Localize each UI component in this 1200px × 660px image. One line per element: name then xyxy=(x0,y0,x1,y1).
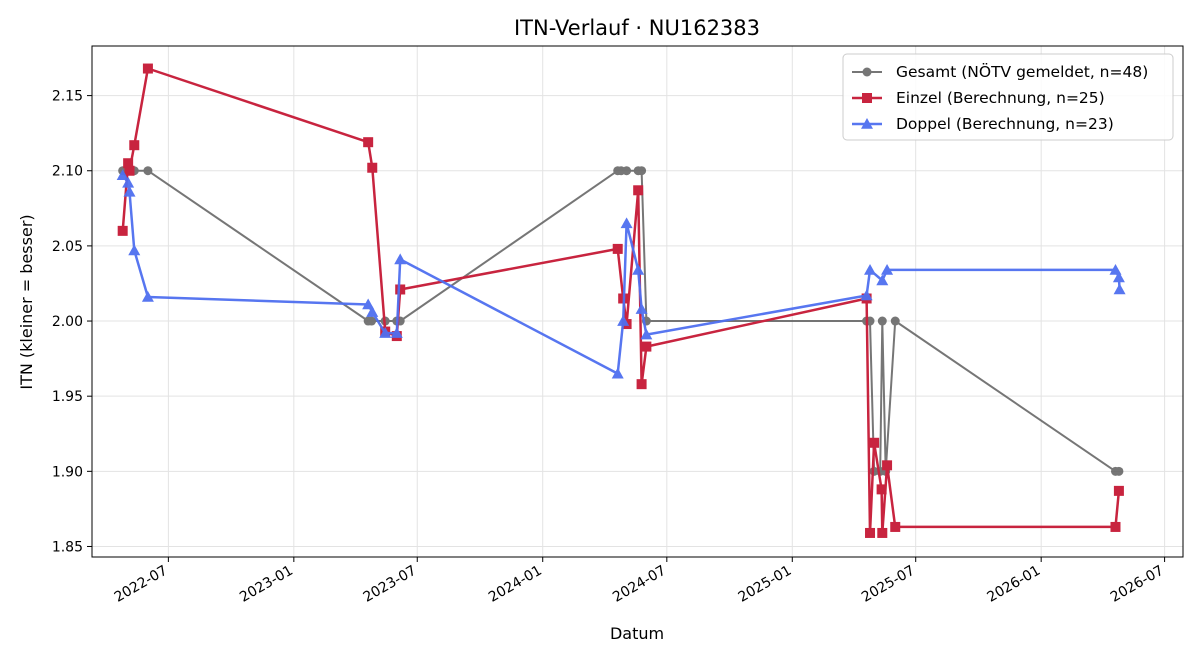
y-tick-label: 2.00 xyxy=(52,314,83,330)
series-einzel-point xyxy=(877,527,888,538)
series-doppel-point xyxy=(141,290,154,302)
series-einzel-point xyxy=(129,140,140,151)
series-doppel-point xyxy=(1113,283,1126,295)
series-einzel-point xyxy=(882,460,893,471)
series-doppel-point xyxy=(122,176,135,188)
x-axis-title: Datum xyxy=(610,624,664,643)
series-doppel-point xyxy=(1112,271,1125,283)
y-tick-label: 1.90 xyxy=(52,464,83,480)
y-tick-label: 1.95 xyxy=(52,389,83,405)
series-einzel-point xyxy=(1110,521,1121,532)
series-einzel-point xyxy=(876,484,887,495)
series-doppel-point xyxy=(620,217,633,229)
series-doppel-point xyxy=(632,263,645,275)
series-doppel-point xyxy=(881,263,894,275)
legend: Gesamt (NÖTV gemeldet, n=48) Einzel (Bere… xyxy=(842,53,1174,141)
series-doppel-point xyxy=(635,303,648,314)
series-doppel-point xyxy=(362,298,375,310)
series-einzel-point xyxy=(123,158,134,169)
series-doppel-point xyxy=(640,328,653,340)
series-gesamt-point xyxy=(877,316,887,326)
series-einzel-point xyxy=(869,437,880,448)
series-doppel-point xyxy=(1109,263,1122,275)
plot-frame xyxy=(91,45,1184,558)
series-doppel-point xyxy=(860,289,873,301)
series-doppel-point xyxy=(379,327,392,338)
series-einzel-point xyxy=(612,243,623,254)
legend-item-einzel xyxy=(852,93,882,103)
series-doppel-point xyxy=(617,315,630,326)
series-layer xyxy=(116,63,1126,538)
legend-item-doppel xyxy=(852,118,882,129)
y-tick-label: 2.10 xyxy=(52,164,83,180)
series-doppel xyxy=(116,169,1126,379)
series-einzel-point xyxy=(1113,485,1124,496)
series-einzel-point xyxy=(641,341,652,352)
series-einzel-point xyxy=(363,137,374,148)
y-tick-label: 2.05 xyxy=(52,239,83,255)
series-doppel-point xyxy=(394,253,407,265)
series-einzel-point xyxy=(636,379,647,390)
series-gesamt-point xyxy=(1114,466,1124,476)
series-einzel-point xyxy=(142,63,153,74)
series-doppel-point xyxy=(611,367,624,379)
series-einzel-point xyxy=(890,521,901,532)
chart-title: ITN-Verlauf · NU162383 xyxy=(514,16,760,40)
series-einzel-point xyxy=(117,225,128,236)
series-doppel-point xyxy=(116,169,129,181)
series-gesamt-point xyxy=(637,166,647,176)
legend-frame xyxy=(842,53,1174,141)
series-gesamt-point xyxy=(143,166,153,176)
legend-doppel-point xyxy=(861,118,873,129)
legend-label: Doppel (Berechnung, n=23) xyxy=(896,115,1114,133)
series-einzel-point xyxy=(395,284,406,295)
series-doppel-point xyxy=(123,185,136,197)
y-tick-label: 2.15 xyxy=(52,89,83,105)
series-einzel-point xyxy=(367,162,378,173)
series-doppel-point xyxy=(366,306,379,317)
series-gesamt-point xyxy=(622,166,632,176)
series-doppel-point xyxy=(876,274,889,286)
legend-item-gesamt xyxy=(852,67,882,77)
series-einzel-point xyxy=(865,527,876,538)
y-tick-label: 1.85 xyxy=(52,539,83,555)
legend-label: Gesamt (NÖTV gemeldet, n=48) xyxy=(896,62,1148,81)
series-doppel-point xyxy=(390,327,403,338)
series-gesamt-point xyxy=(890,316,900,326)
y-axis-title: ITN (kleiner = besser) xyxy=(17,214,36,389)
legend-gesamt-point xyxy=(862,67,872,77)
series-doppel-point xyxy=(128,244,141,256)
legend-label: Einzel (Berechnung, n=25) xyxy=(896,89,1105,107)
series-einzel-point xyxy=(124,165,135,176)
series-gesamt-point xyxy=(367,316,377,326)
legend-einzel-point xyxy=(862,93,872,103)
series-doppel-point xyxy=(864,263,877,275)
series-einzel-point xyxy=(633,185,644,196)
